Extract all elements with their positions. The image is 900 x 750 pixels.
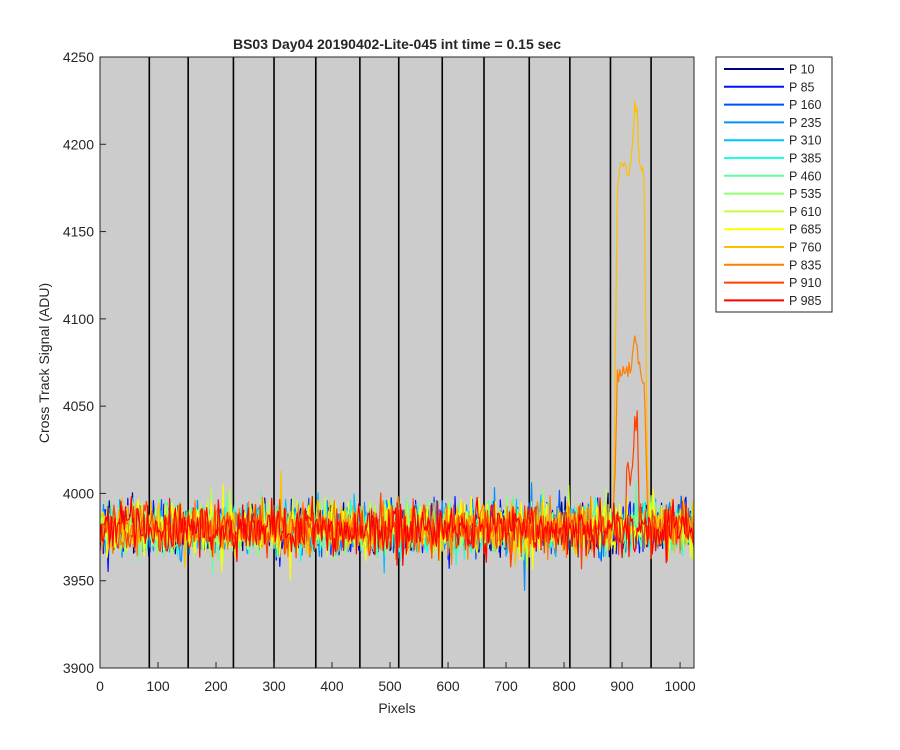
legend-label-11: P 835	[789, 258, 821, 272]
legend-label-13: P 985	[789, 294, 821, 308]
x-tick-label-9: 900	[610, 678, 634, 694]
legend-label-9: P 685	[789, 223, 821, 237]
x-tick-label-6: 600	[436, 678, 460, 694]
plot-background	[100, 57, 694, 668]
legend-label-8: P 610	[789, 205, 821, 219]
legend-label-2: P 160	[789, 98, 821, 112]
y-tick-label-6: 4200	[63, 136, 94, 152]
y-tick-label-5: 4150	[63, 224, 94, 240]
y-tick-label-4: 4100	[63, 311, 94, 327]
legend-label-5: P 385	[789, 152, 821, 166]
x-tick-label-2: 200	[204, 678, 228, 694]
series-lines	[99, 100, 695, 591]
legend-label-1: P 85	[789, 80, 815, 94]
legend-label-12: P 910	[789, 276, 821, 290]
y-axis: 3900 3950 4000 4050 4100 4150 4200 4250	[63, 49, 106, 676]
x-tick-label-4: 400	[320, 678, 344, 694]
y-tick-label-2: 4000	[63, 485, 94, 501]
plot-frame	[99, 56, 695, 669]
x-tick-label-5: 500	[378, 678, 402, 694]
x-tick-label-8: 800	[552, 678, 576, 694]
y-axis-label: Cross Track Signal (ADU)	[36, 283, 52, 443]
legend-label-6: P 460	[789, 169, 821, 183]
y-tick-label-3: 4050	[63, 398, 94, 414]
y-tick-label-0: 3900	[63, 660, 94, 676]
x-tick-label-1: 100	[146, 678, 170, 694]
legend-label-4: P 310	[789, 134, 821, 148]
x-tick-label-3: 300	[262, 678, 286, 694]
y-tick-label-7: 4250	[63, 49, 94, 65]
vertical-lines	[148, 57, 652, 668]
legend-label-0: P 10	[789, 63, 815, 77]
x-tick-label-0: 0	[96, 678, 104, 694]
legend-label-7: P 535	[789, 187, 821, 201]
legend: P 10 P 85 P 160 P 235 P 310 P 385 P 460 P 535 P …	[715, 56, 833, 313]
chart-title: BS03 Day04 20190402-Lite-045 int time = …	[233, 36, 561, 52]
x-tick-label-7: 700	[494, 678, 518, 694]
legend-label-3: P 235	[789, 116, 821, 130]
x-axis-label: Pixels	[378, 700, 415, 716]
x-tick-label-10: 1000	[665, 678, 696, 694]
series-line-13	[99, 495, 695, 567]
legend-box	[715, 56, 833, 313]
x-axis: 0 100 200 300 400 500 600 700 800 900 1000	[96, 662, 696, 694]
y-tick-label-1: 3950	[63, 573, 94, 589]
legend-label-10: P 760	[789, 241, 821, 255]
